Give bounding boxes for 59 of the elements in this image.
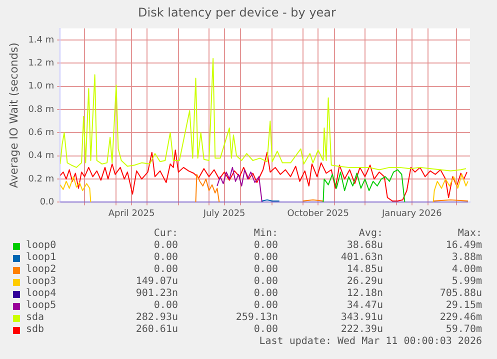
text: 0.00 (254, 276, 278, 288)
legend-label: sda (26, 312, 44, 324)
text: 229.46m (440, 312, 482, 324)
text: 38.68u (346, 240, 383, 252)
legend-label: loop1 (26, 252, 56, 264)
text: 259.13n (236, 312, 278, 324)
text: 0.00 (254, 252, 278, 264)
text: 0.00 (154, 252, 178, 264)
text: 260.61u (136, 324, 178, 336)
text: 12.18n (346, 288, 383, 300)
text: 0.00 (254, 264, 278, 276)
text: 16.49m (446, 240, 482, 252)
text: 0.00 (254, 288, 278, 300)
text: 0.00 (254, 240, 278, 252)
legend-label: sdb (26, 324, 44, 336)
x-tick-label: April 2025 (108, 208, 155, 219)
text: 5.99m (452, 276, 482, 288)
legend-label: loop3 (26, 276, 56, 288)
text: 222.39u (340, 324, 383, 336)
text: Cur: (154, 228, 178, 240)
text: Avg: (358, 228, 383, 240)
y-tick-label: 0.0 (40, 198, 54, 208)
text: 3.88m (452, 252, 482, 264)
y-tick-label: 0.2 m (28, 174, 54, 184)
text: 343.91u (340, 312, 383, 324)
text: 401.63n (340, 252, 383, 264)
x-tick-label: October 2025 (287, 208, 349, 219)
text: 4.00m (452, 264, 482, 276)
text: 0.00 (254, 300, 278, 312)
legend-label: loop4 (26, 288, 56, 300)
text: Max: (458, 228, 482, 240)
text: Min: (254, 228, 278, 240)
text: 705.88u (440, 288, 482, 300)
text: Last update: Wed Mar 11 00:00:03 2026 (259, 336, 482, 348)
y-tick-label: 0.4 m (28, 151, 54, 162)
chart-title: Disk latency per device - by year (138, 5, 336, 20)
text: 26.29u (346, 276, 383, 288)
text: 0.00 (154, 240, 178, 252)
legend-label: loop0 (26, 240, 56, 252)
y-tick-label: 1.4 m (28, 35, 54, 46)
y-axis-title: Average IO Wait (seconds) (7, 42, 20, 188)
text: 149.07u (136, 276, 178, 288)
x-tick-label: January 2026 (380, 208, 442, 219)
text: 0.00 (254, 324, 278, 336)
y-tick-label: 1.0 m (28, 82, 54, 92)
y-tick-label: 0.8 m (28, 104, 54, 115)
text: 14.85u (346, 264, 383, 276)
text: 34.47u (346, 300, 383, 312)
x-tick-label: July 2025 (202, 208, 246, 219)
text: 0.00 (154, 300, 178, 312)
text: 0.00 (154, 264, 178, 276)
text: 282.93u (136, 312, 178, 324)
text: 901.23n (136, 288, 178, 300)
y-tick-label: 0.6 m (28, 128, 54, 138)
legend-label: loop5 (26, 300, 56, 312)
legend-label: loop2 (26, 264, 56, 276)
text: 59.70m (446, 324, 482, 336)
text: 29.15m (446, 300, 482, 312)
y-tick-label: 1.2 m (28, 58, 54, 69)
